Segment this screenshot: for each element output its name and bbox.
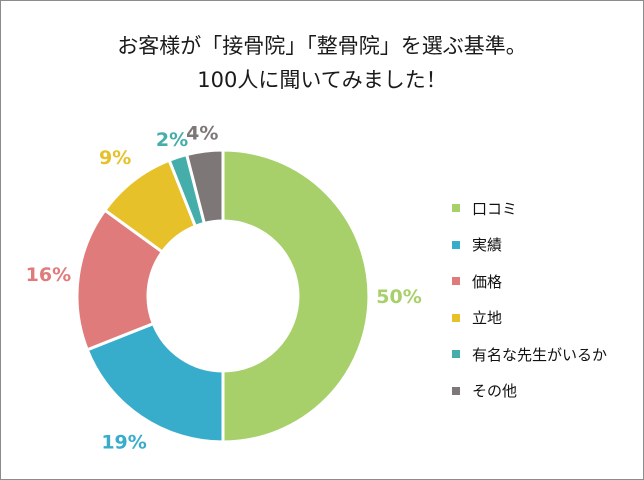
data-label-3: 9% xyxy=(99,147,131,169)
legend-item: 口コミ xyxy=(452,190,607,227)
data-label-5: 4% xyxy=(186,122,218,144)
data-label-4: 2% xyxy=(156,129,188,151)
legend-swatch xyxy=(452,386,460,395)
legend-label: 口コミ xyxy=(472,199,518,218)
slice-1 xyxy=(85,321,225,444)
legend-label: 価格 xyxy=(472,272,503,291)
legend-label: 立地 xyxy=(472,309,503,328)
legend-label: その他 xyxy=(472,382,518,401)
legend-label: 実績 xyxy=(472,236,503,255)
legend-item: 価格 xyxy=(452,263,607,300)
legend: 口コミ実績価格立地有名な先生がいるか その他 xyxy=(452,190,607,409)
slice-0 xyxy=(221,148,371,444)
legend-swatch xyxy=(452,240,460,249)
legend-swatch xyxy=(452,204,460,213)
data-label-2: 16% xyxy=(26,264,71,286)
legend-item: 有名な先生がいるか xyxy=(452,336,607,373)
chart-title-line1: お客様が「接骨院」「整骨院」を選ぶ基準。 xyxy=(117,34,527,58)
legend-item: その他 xyxy=(452,373,607,410)
chart-title-line2: 100人に聞いてみました！ xyxy=(197,68,447,92)
legend-item: 立地 xyxy=(452,300,607,337)
legend-swatch xyxy=(452,277,460,286)
legend-swatch xyxy=(452,350,460,359)
slice-5 xyxy=(184,148,225,226)
legend-swatch xyxy=(452,313,460,322)
legend-label: 有名な先生がいるか xyxy=(472,345,608,364)
data-label-0: 50% xyxy=(376,286,421,308)
legend-item: 実績 xyxy=(452,227,607,264)
data-label-1: 19% xyxy=(101,432,146,454)
